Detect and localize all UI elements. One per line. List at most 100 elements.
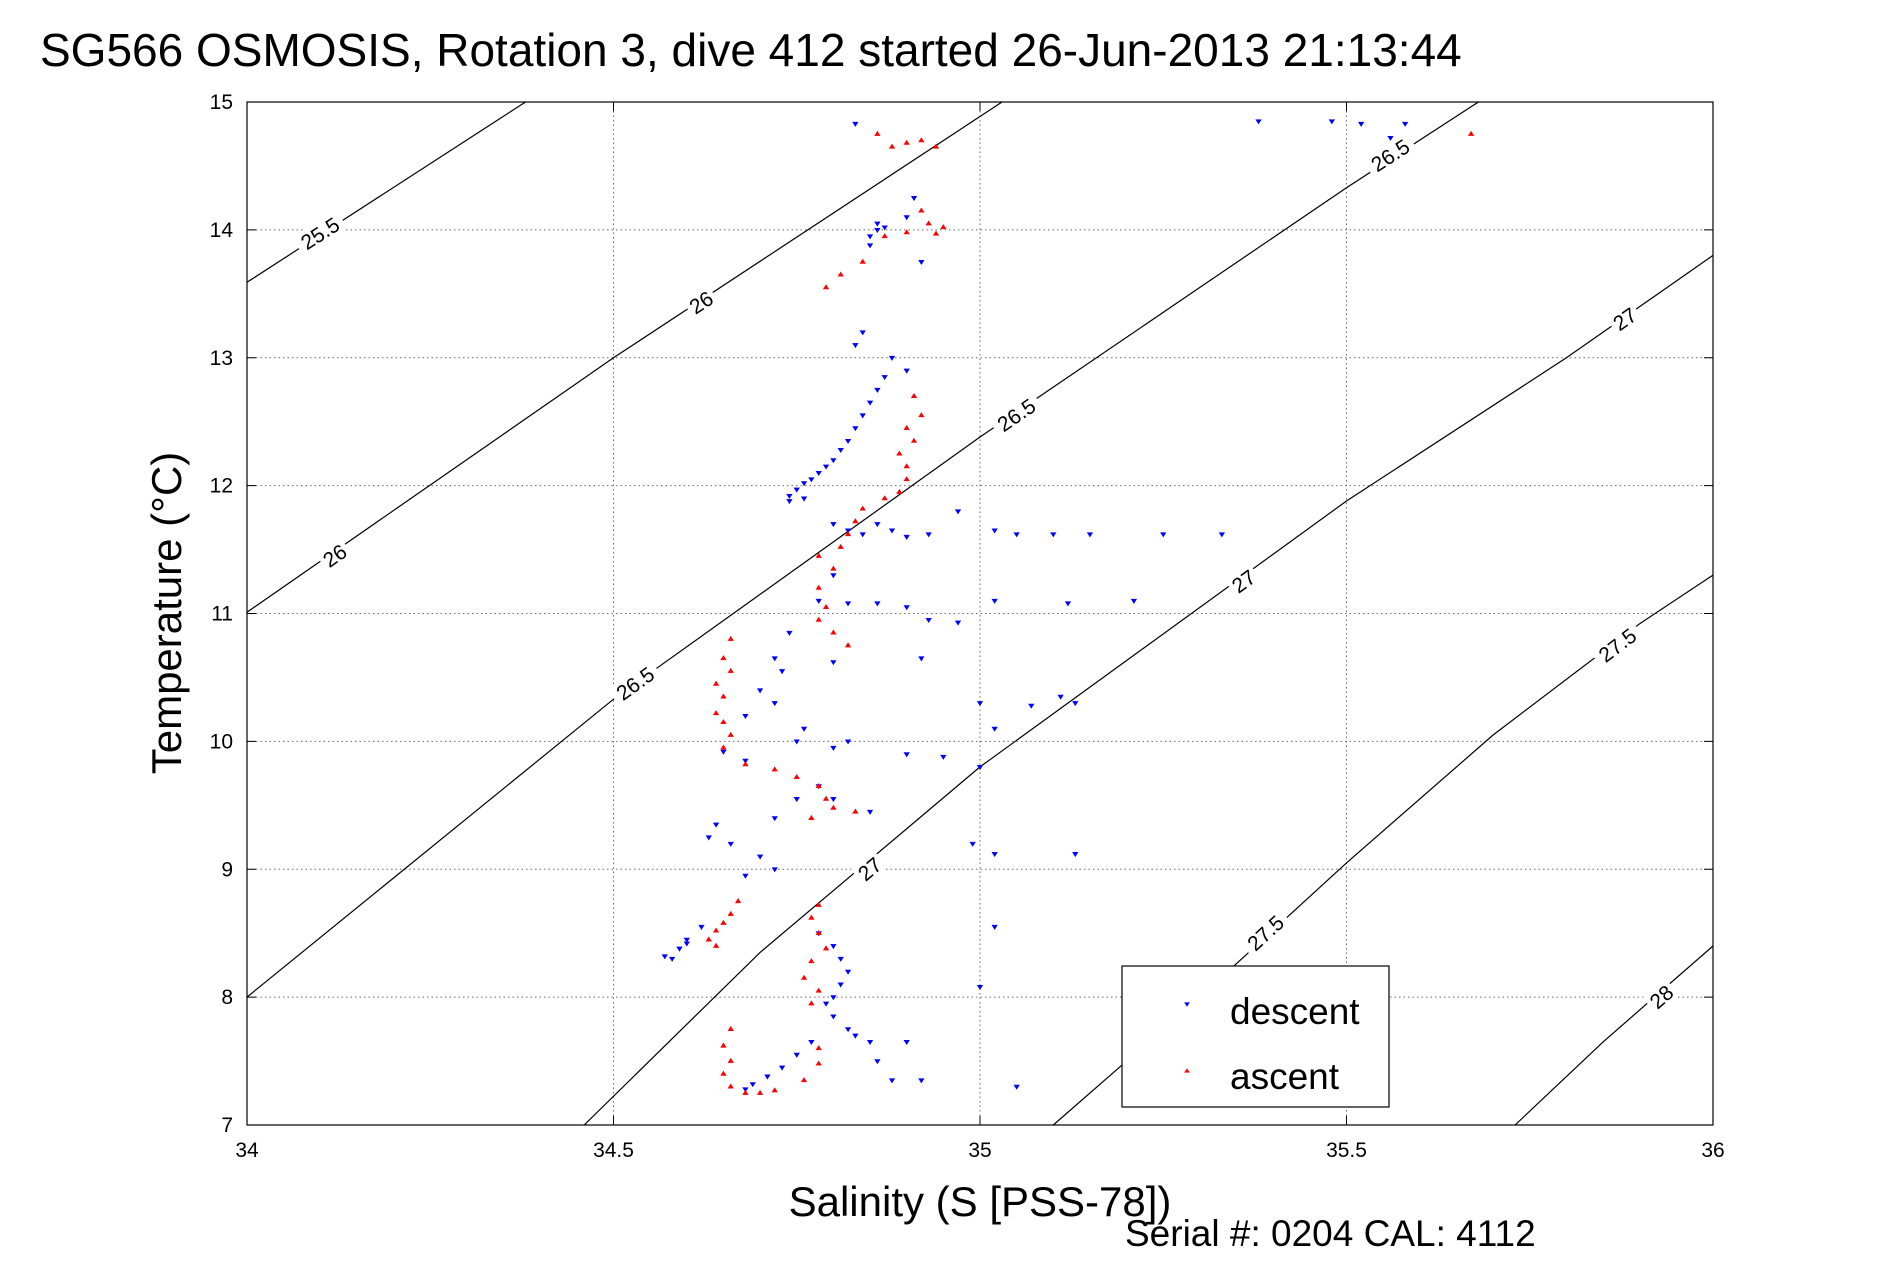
descent-point <box>786 630 793 636</box>
descent-point <box>866 234 874 240</box>
ascent-point <box>720 719 727 725</box>
descent-point <box>852 426 859 432</box>
ascent-point <box>720 655 727 661</box>
y-tick-label: 8 <box>221 986 233 1009</box>
ascent-point <box>712 942 720 948</box>
descent-point <box>815 470 822 477</box>
ascent-point <box>844 531 852 537</box>
descent-point <box>742 873 749 879</box>
contour-label-bg <box>1642 978 1680 1015</box>
ascent-point <box>771 1087 778 1093</box>
descent-point <box>742 713 749 719</box>
contour-label-bg <box>1362 131 1418 179</box>
descent-point <box>815 598 822 604</box>
descent-point <box>793 797 800 803</box>
ascent-point <box>918 207 925 213</box>
descent-point <box>793 1052 800 1058</box>
descent-point <box>778 1065 786 1071</box>
ascent-point <box>793 774 800 780</box>
y-axis-label: Temperature (°C) <box>143 452 190 775</box>
descent-point <box>1086 532 1094 538</box>
ascent-point <box>903 229 910 235</box>
descent-point <box>844 601 852 607</box>
descent-point <box>683 941 690 947</box>
ascent-point <box>1467 130 1475 136</box>
descent-point <box>874 1059 881 1065</box>
legend-descent-label: descent <box>1230 991 1360 1032</box>
ascent-point <box>727 635 734 641</box>
contour-label-bg <box>988 390 1044 439</box>
x-tick-label: 34 <box>235 1139 259 1162</box>
descent-point <box>976 985 984 991</box>
ascent-point <box>771 766 778 772</box>
ascent-point <box>815 1045 822 1051</box>
ascent-point <box>808 958 815 964</box>
ascent-point <box>712 710 720 716</box>
descent-point <box>771 867 778 873</box>
descent-point <box>976 701 984 707</box>
descent-point <box>844 528 852 534</box>
contour-label-bg <box>291 209 348 257</box>
descent-point <box>837 982 844 988</box>
ascent-point <box>720 1042 727 1048</box>
descent-point <box>661 954 668 960</box>
grid <box>247 102 1713 1125</box>
descent-point <box>969 841 976 847</box>
descent-point <box>771 656 778 662</box>
descent-point <box>676 946 683 952</box>
ascent-point <box>720 744 727 750</box>
descent-point <box>991 924 998 930</box>
descent-point <box>859 532 866 538</box>
legend-ascent-label: ascent <box>1230 1056 1340 1097</box>
descent-point <box>830 1014 837 1020</box>
ascent-point <box>925 220 932 226</box>
descent-point <box>852 343 859 349</box>
ascent-point <box>727 1083 734 1089</box>
descent-point <box>888 528 896 534</box>
ascent-point <box>903 424 910 430</box>
ascent-point <box>742 1089 749 1095</box>
ascent-point <box>727 1057 734 1063</box>
ascent-point <box>815 616 822 622</box>
descent-point <box>903 752 910 758</box>
ascent-point <box>734 898 742 904</box>
descent-point <box>1387 135 1394 141</box>
ascent-point <box>918 137 925 143</box>
ascent-point <box>815 552 822 558</box>
descent-point <box>793 739 800 745</box>
descent-point <box>822 1001 830 1007</box>
contour-label-bg <box>1238 906 1292 959</box>
contour-label-bg <box>682 284 720 320</box>
descent-point <box>1218 532 1226 538</box>
descent-point <box>991 598 998 604</box>
density-contour-line <box>246 101 1003 613</box>
ascent-point <box>800 974 808 980</box>
descent-point <box>808 1040 815 1046</box>
descent-point <box>1328 119 1335 125</box>
ascent-point <box>808 914 815 920</box>
y-tick-label: 13 <box>210 347 233 370</box>
descent-point <box>940 754 947 760</box>
descent-point <box>874 387 881 393</box>
legend-ascent-marker <box>1184 1068 1190 1073</box>
descent-point <box>866 243 874 249</box>
ascent-point <box>896 488 903 494</box>
descent-point <box>683 937 690 943</box>
contour-label-bg <box>850 850 888 887</box>
descent-point <box>866 400 874 406</box>
descent-point <box>903 605 910 611</box>
descent-point <box>756 854 764 860</box>
descent-point <box>1013 1084 1020 1090</box>
y-tick-label: 12 <box>210 475 233 498</box>
descent-point <box>727 841 734 847</box>
ascent-point <box>859 258 866 264</box>
ascent-point <box>800 1077 808 1083</box>
descent-point <box>918 656 925 662</box>
descent-point <box>1028 703 1035 709</box>
y-tick-label: 14 <box>210 219 234 242</box>
ascent-point <box>822 795 830 801</box>
descent-point <box>830 660 837 666</box>
ascent-point <box>852 518 859 524</box>
descent-point <box>881 225 888 231</box>
ascent-point <box>932 143 940 149</box>
